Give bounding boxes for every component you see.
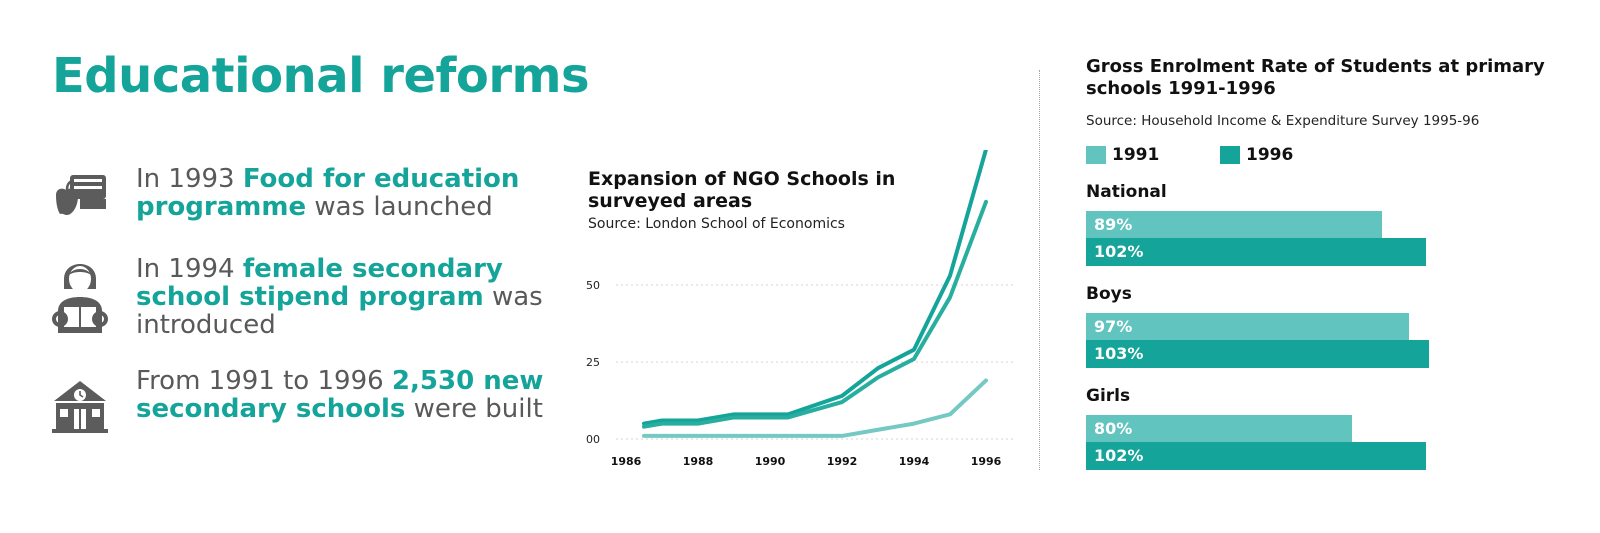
reform-item: In 1994 female secondary school stipend … <box>50 255 543 345</box>
bar-1996-national: 102% <box>1086 238 1426 266</box>
reform-text: From 1991 to 1996 2,530 new secondary sc… <box>136 366 544 424</box>
y-tick-label: 25 <box>586 356 600 369</box>
x-tick-label: 1986 <box>611 455 642 468</box>
student-reading-icon <box>50 249 110 333</box>
series-line-3 <box>642 378 988 438</box>
line-chart-plot: 00 25 50 1986 1988 1990 1992 1994 1996 <box>586 150 1014 468</box>
y-tick-label: 00 <box>586 433 600 446</box>
legend-item-1991: 1991 <box>1086 144 1159 166</box>
category-label: Girls <box>1086 386 1131 406</box>
reform-item: In 1993 Food for education programme was… <box>50 165 530 255</box>
bar-1996-boys: 103% <box>1086 340 1429 368</box>
x-tick-label: 1992 <box>827 455 858 468</box>
x-tick-label: 1994 <box>899 455 930 468</box>
bar-value-label: 102% <box>1094 242 1144 261</box>
y-tick-label: 50 <box>586 279 600 292</box>
bar-value-label: 103% <box>1094 344 1144 363</box>
series-line-1 <box>642 150 988 426</box>
bar-1991-boys: 97% <box>1086 313 1409 341</box>
legend-item-1996: 1996 <box>1220 144 1293 166</box>
x-tick-label: 1988 <box>683 455 714 468</box>
bar-chart-source: Source: Household Income & Expenditure S… <box>1086 113 1480 129</box>
category-label: National <box>1086 182 1167 202</box>
x-tick-label: 1990 <box>755 455 786 468</box>
page-title: Educational reforms <box>52 48 590 104</box>
bar-value-label: 89% <box>1094 215 1133 234</box>
reform-item: From 1991 to 1996 2,530 new secondary sc… <box>50 367 543 457</box>
school-building-icon <box>50 375 110 455</box>
bar-chart-title: Gross Enrolment Rate of Students at prim… <box>1086 56 1545 99</box>
bar-value-label: 80% <box>1094 419 1133 438</box>
legend-swatch <box>1086 146 1106 164</box>
bar-1991-girls: 80% <box>1086 415 1353 443</box>
section-divider <box>1039 70 1040 470</box>
bar-value-label: 97% <box>1094 317 1133 336</box>
enrolment-bar-chart: Gross Enrolment Rate of Students at prim… <box>1086 56 1556 496</box>
series-line-2 <box>642 199 988 429</box>
category-label: Boys <box>1086 284 1132 304</box>
reform-text: In 1993 Food for education programme was… <box>136 164 520 222</box>
legend-label: 1991 <box>1112 145 1160 165</box>
x-tick-label: 1996 <box>971 455 1002 468</box>
bar-chart-legend: 1991 1996 <box>1086 144 1386 168</box>
bar-1991-national: 89% <box>1086 211 1383 239</box>
bar-1996-girls: 102% <box>1086 442 1426 470</box>
apple-books-icon <box>50 165 110 245</box>
legend-label: 1996 <box>1246 145 1294 165</box>
reform-text: In 1994 female secondary school stipend … <box>136 254 543 340</box>
ngo-schools-line-chart: 00 25 50 1986 1988 1990 1992 1994 1996 Expansion… <box>580 150 1050 490</box>
line-chart-source: Source: London School of Economics <box>588 216 845 232</box>
line-chart-title: Expansion of NGO Schools in surveyed are… <box>588 168 896 212</box>
bar-value-label: 102% <box>1094 446 1144 465</box>
legend-swatch <box>1220 146 1240 164</box>
